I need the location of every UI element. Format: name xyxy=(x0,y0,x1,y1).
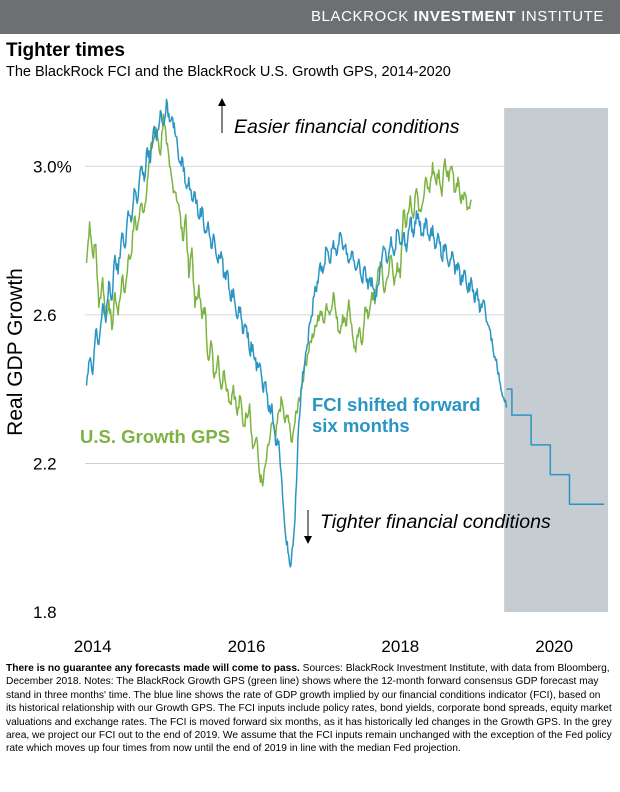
y-tick-label: 2.2 xyxy=(33,454,57,473)
y-axis-label: Real GDP Growth xyxy=(4,268,27,436)
x-tick-labels: 2014 2016 2018 2020 xyxy=(74,637,573,656)
chart-canvas: 3.0% 2.6 2.2 1.8 2014 2016 2018 2020 Real GDP … xyxy=(4,98,608,656)
brand-part-investment: INVESTMENT xyxy=(413,8,517,25)
series-label-fci-line2: six months xyxy=(312,415,410,436)
chart-title: Tighter times xyxy=(6,40,125,61)
chart-subtitle: The BlackRock FCI and the BlackRock U.S.… xyxy=(6,64,451,80)
x-tick-label: 2020 xyxy=(535,637,573,656)
y-tick-label: 3.0% xyxy=(33,157,72,176)
series-label-growth-gps: U.S. Growth GPS xyxy=(80,426,230,447)
y-tick-label: 2.6 xyxy=(33,306,57,325)
series-label-fci: FCI shifted forward six months xyxy=(312,394,486,436)
brand-part-blackrock: BLACKROCK xyxy=(310,8,414,25)
tighter-arrow-icon xyxy=(304,536,312,544)
y-tick-label: 1.8 xyxy=(33,603,57,622)
footnote: There is no guarantee any forecasts made… xyxy=(6,662,612,756)
series-line-2 xyxy=(506,388,605,506)
footnote-disclaimer: There is no guarantee any forecasts made… xyxy=(6,663,300,674)
x-tick-label: 2018 xyxy=(381,637,419,656)
series-label-fci-line1: FCI shifted forward xyxy=(312,394,481,415)
easier-arrow-icon xyxy=(218,98,226,106)
annotation-tighter-conditions: Tighter financial conditions xyxy=(320,511,551,533)
x-tick-label: 2014 xyxy=(74,637,112,656)
y-tick-labels: 3.0% 2.6 2.2 1.8 xyxy=(33,157,72,622)
series-line-1 xyxy=(85,98,508,568)
brand-part-institute: INSTITUTE xyxy=(516,8,604,25)
series-lines xyxy=(85,98,605,568)
x-tick-label: 2016 xyxy=(228,637,266,656)
projection-shaded-region xyxy=(504,108,608,612)
annotation-easier-conditions: Easier financial conditions xyxy=(234,116,460,138)
brand-logo-text: BLACKROCK INVESTMENT INSTITUTE xyxy=(311,8,604,25)
brand-bar: BLACKROCK INVESTMENT INSTITUTE xyxy=(0,0,620,34)
footnote-notes: Sources: BlackRock Investment Institute,… xyxy=(6,663,612,755)
